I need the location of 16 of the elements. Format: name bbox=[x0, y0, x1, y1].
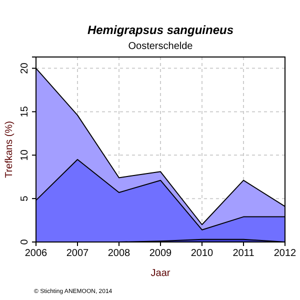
x-tick-label: 2006 bbox=[24, 248, 48, 260]
chart-subtitle: Oosterschelde bbox=[128, 41, 194, 52]
chart-title: Hemigrapsus sanguineus bbox=[87, 23, 234, 37]
y-tick-label: 10 bbox=[20, 149, 30, 161]
x-tick-label: 2008 bbox=[108, 248, 131, 260]
x-tick-label: 2012 bbox=[274, 248, 297, 260]
y-tick-label: 20 bbox=[20, 62, 30, 74]
x-tick-label: 2011 bbox=[232, 248, 255, 260]
y-tick-label: 5 bbox=[20, 195, 30, 202]
y-tick-label: 0 bbox=[20, 238, 30, 245]
y-tick-label: 15 bbox=[20, 106, 30, 118]
x-axis-title: Jaar bbox=[150, 268, 171, 279]
x-tick-label: 2010 bbox=[190, 248, 214, 260]
x-tick-label: 2007 bbox=[66, 248, 90, 260]
x-tick-label: 2009 bbox=[149, 248, 172, 260]
y-axis-title: Trefkans (%) bbox=[4, 121, 15, 178]
